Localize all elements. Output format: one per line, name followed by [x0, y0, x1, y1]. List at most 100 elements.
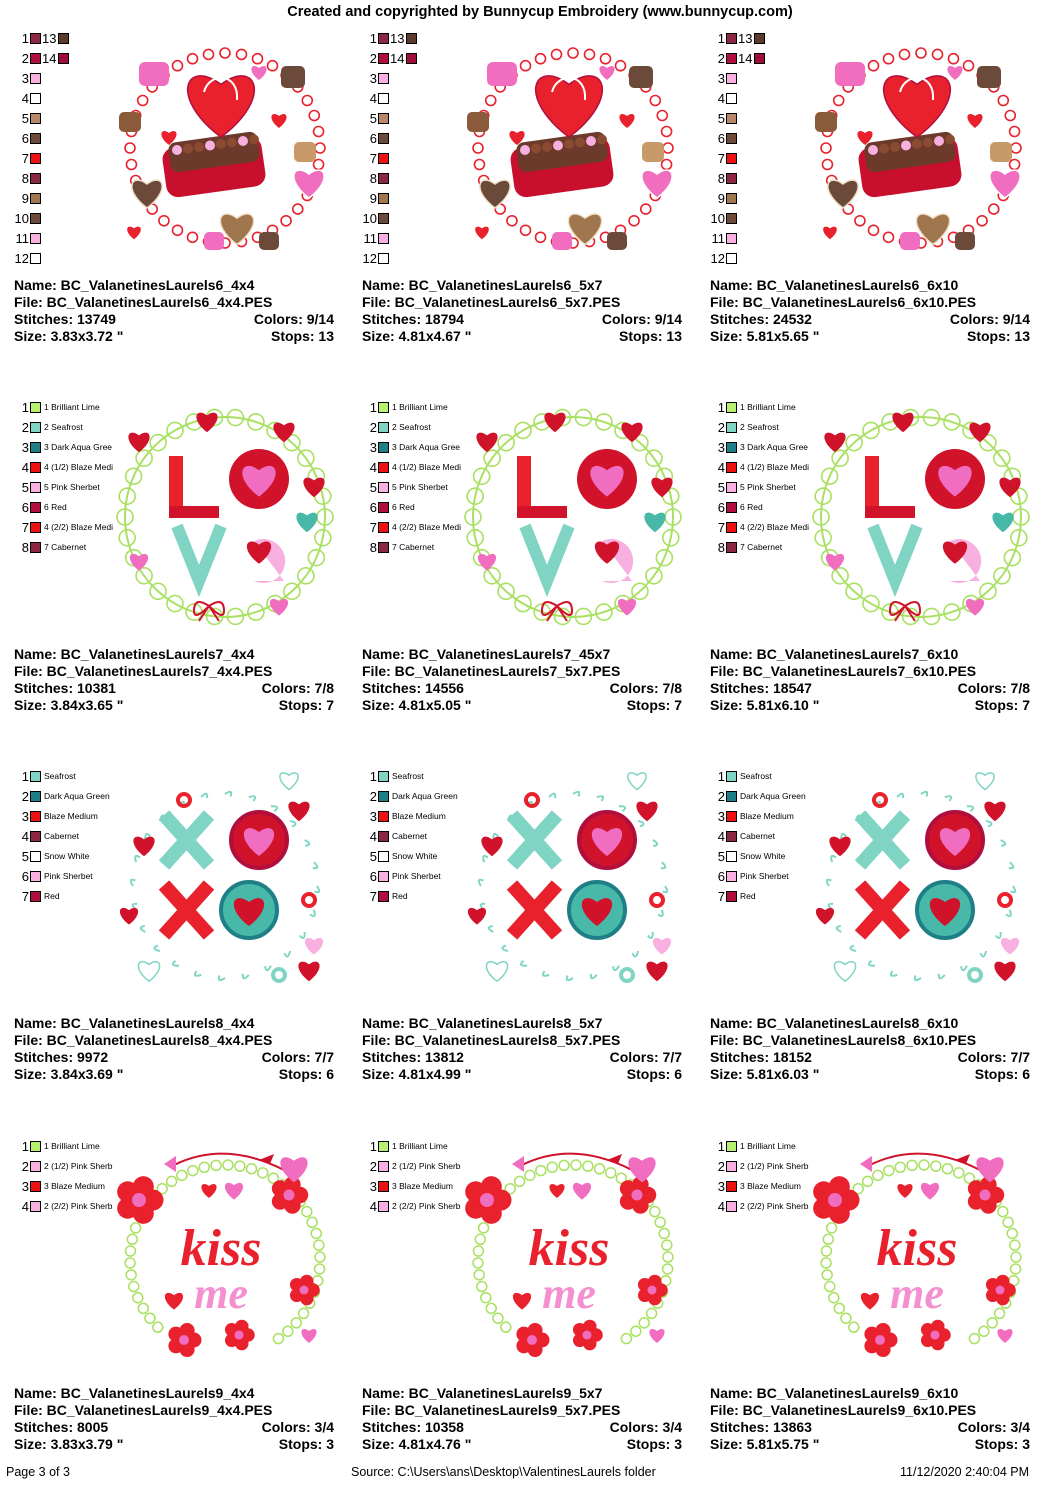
color-swatch — [378, 112, 389, 124]
thread-name: Cabernet — [740, 831, 775, 841]
swatch-number: 1 — [717, 30, 725, 46]
swatch-number: 3 — [21, 1178, 29, 1194]
thread-name: Cabernet — [44, 831, 79, 841]
thread-name: Blaze Medium — [740, 811, 794, 821]
thread-swatch-row: 10 — [710, 210, 737, 226]
thread-swatch-row: 1 Seafrost — [362, 768, 424, 784]
thread-swatch-row: 4 2 (2/2) Pink Sherb — [710, 1198, 809, 1214]
thread-swatch-row: 2 14 — [14, 50, 69, 66]
color-swatch — [378, 1180, 389, 1192]
thread-swatch-row: 5 Snow White — [14, 848, 90, 864]
color-swatch — [378, 192, 389, 204]
swatch-number: 5 — [717, 110, 725, 126]
color-swatch — [378, 830, 389, 842]
thread-swatch-row: 3 Blaze Medium — [710, 808, 794, 824]
design-info: Name: BC_ValanetinesLaurels8_4x4 File: BC… — [14, 1015, 334, 1083]
stop-count: Stops: 7 — [974, 697, 1030, 713]
color-swatch — [30, 32, 41, 44]
color-swatch — [30, 790, 41, 802]
thread-swatch-row: 6 — [710, 130, 737, 146]
stop-count: Stops: 3 — [278, 1436, 334, 1452]
design-card: 1 1 Brilliant Lime 2 2 Seafrost 3 3 Dark Aqua… — [710, 399, 1040, 765]
thread-name: 2 Seafrost — [392, 422, 431, 432]
stop-count: Stops: 13 — [618, 328, 682, 344]
color-swatch — [754, 52, 765, 64]
design-info: Name: BC_ValanetinesLaurels6_5x7 File: BC… — [362, 277, 682, 345]
stitch-count: Stitches: 8005 — [14, 1419, 109, 1435]
thread-swatch-row: 2 14 — [362, 50, 417, 66]
embroidery-design-preview — [109, 770, 341, 1002]
color-swatch — [30, 1160, 41, 1172]
color-swatch — [754, 32, 765, 44]
thread-swatch-row: 12 — [14, 250, 41, 266]
swatch-number: 2 — [369, 788, 377, 804]
swatch-number: 1 — [369, 1138, 377, 1154]
design-name: Name: BC_ValanetinesLaurels8_4x4 — [14, 1015, 255, 1031]
thread-swatch-row: 12 — [362, 250, 389, 266]
embroidery-design-preview: kiss me — [805, 1140, 1037, 1372]
swatch-number: 9 — [21, 190, 29, 206]
color-swatch — [30, 172, 41, 184]
thread-name: Snow White — [44, 851, 90, 861]
swatch-number: 13 — [42, 30, 57, 46]
thread-swatch-row: 6 Pink Sherbet — [362, 868, 441, 884]
color-swatch — [378, 521, 389, 533]
swatch-number: 5 — [21, 110, 29, 126]
swatch-number: 3 — [717, 1178, 725, 1194]
svg-text:kiss: kiss — [181, 1220, 262, 1277]
color-swatch — [30, 461, 41, 473]
design-file: File: BC_ValanetinesLaurels6_4x4.PES — [14, 294, 273, 310]
design-info: Name: BC_ValanetinesLaurels7_4x4 File: BC… — [14, 646, 334, 714]
design-card: 1 13 2 14 3 4 5 6 7 8 9 10 11 12 Name: BC_ValanetinesL… — [710, 30, 1040, 396]
color-swatch — [30, 192, 41, 204]
color-swatch — [726, 830, 737, 842]
thread-name: 3 Blaze Medium — [44, 1181, 105, 1191]
color-swatch — [726, 1200, 737, 1212]
swatch-number: 4 — [717, 828, 725, 844]
color-swatch — [30, 441, 41, 453]
thread-swatch-row: 6 — [362, 130, 389, 146]
design-artwork — [467, 47, 674, 250]
color-swatch — [378, 770, 389, 782]
color-count: Colors: 9/14 — [601, 311, 682, 327]
design-card: 1 1 Brilliant Lime 2 2 (1/2) Pink Sherb 3 3 B… — [362, 1138, 692, 1504]
swatch-number: 12 — [362, 250, 377, 266]
thread-swatch-row: 9 — [710, 190, 737, 206]
color-swatch — [378, 1140, 389, 1152]
design-file: File: BC_ValanetinesLaurels9_6x10.PES — [710, 1402, 977, 1418]
color-swatch — [378, 810, 389, 822]
swatch-number: 3 — [717, 808, 725, 824]
swatch-number: 7 — [21, 888, 29, 904]
color-swatch — [726, 92, 737, 104]
color-count: Colors: 7/8 — [261, 680, 334, 696]
design-file: File: BC_ValanetinesLaurels8_4x4.PES — [14, 1032, 273, 1048]
thread-name: Blaze Medium — [44, 811, 98, 821]
swatch-number: 14 — [390, 50, 405, 66]
thread-name: 2 Seafrost — [44, 422, 83, 432]
stop-count: Stops: 3 — [974, 1436, 1030, 1452]
color-swatch — [378, 252, 389, 264]
color-swatch — [726, 870, 737, 882]
swatch-number: 7 — [369, 519, 377, 535]
stitch-count: Stitches: 10358 — [362, 1419, 464, 1435]
color-swatch — [406, 32, 417, 44]
color-swatch — [726, 32, 737, 44]
embroidery-design-preview — [457, 770, 689, 1002]
swatch-number: 4 — [717, 90, 725, 106]
color-swatch — [30, 252, 41, 264]
design-artwork — [116, 408, 334, 626]
swatch-number: 5 — [21, 479, 29, 495]
thread-name: 1 Brilliant Lime — [44, 1141, 100, 1151]
design-file: File: BC_ValanetinesLaurels7_4x4.PES — [14, 663, 273, 679]
thread-swatch-row: 9 — [14, 190, 41, 206]
color-swatch — [30, 152, 41, 164]
design-artwork — [815, 47, 1022, 250]
thread-name: Seafrost — [44, 771, 76, 781]
swatch-number: 1 — [21, 768, 29, 784]
thread-name: 2 (2/2) Pink Sherb — [740, 1201, 809, 1211]
swatch-number: 6 — [21, 499, 29, 515]
thread-swatch-row: 7 Red — [14, 888, 60, 904]
design-size: Size: 3.84x3.69 " — [14, 1066, 124, 1082]
color-swatch — [726, 810, 737, 822]
design-artwork — [812, 408, 1030, 626]
